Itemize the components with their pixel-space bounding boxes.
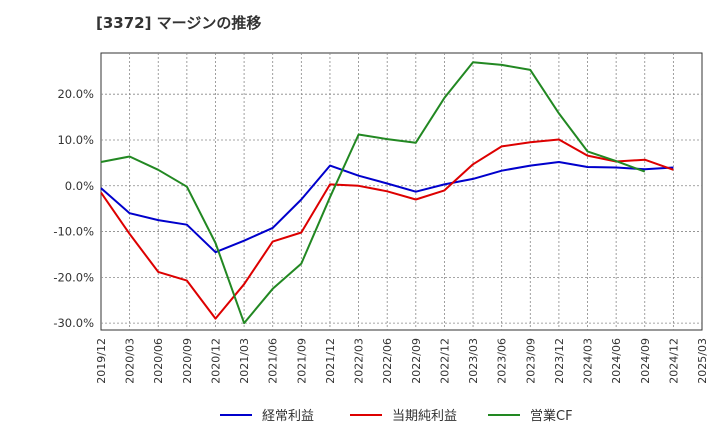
- x-tick-label: 2020/09: [181, 338, 194, 384]
- x-tick-label: 2023/12: [553, 338, 566, 384]
- x-tick-label: 2023/03: [467, 338, 480, 384]
- x-tick-label: 2020/03: [124, 338, 137, 384]
- x-tick-label: 2022/12: [438, 338, 451, 384]
- x-tick-label: 2024/09: [639, 338, 652, 384]
- chart-title: [3372] マージンの推移: [96, 14, 262, 32]
- x-tick-label: 2023/06: [496, 338, 509, 384]
- x-tick-label: 2022/09: [410, 338, 423, 384]
- x-tick-label: 2023/09: [524, 338, 537, 384]
- x-tick-label: 2024/06: [610, 338, 623, 384]
- x-tick-label: 2024/03: [582, 338, 595, 384]
- y-tick-label: 10.0%: [57, 133, 94, 147]
- x-tick-label: 2024/12: [667, 338, 680, 384]
- x-tick-label: 2025/03: [696, 338, 709, 384]
- x-tick-label: 2022/06: [381, 338, 394, 384]
- x-tick-label: 2020/06: [152, 338, 165, 384]
- x-tick-label: 2022/03: [353, 338, 366, 384]
- x-tick-label: 2020/12: [209, 338, 222, 384]
- plot-area: [100, 52, 703, 331]
- x-tick-label: 2021/06: [267, 338, 280, 384]
- series-line-0: [100, 161, 674, 254]
- y-tick-label: 0.0%: [65, 179, 94, 193]
- y-tick-label: -20.0%: [53, 270, 94, 284]
- legend-label: 当期純利益: [392, 409, 457, 424]
- legend-label: 営業CF: [530, 408, 573, 424]
- x-tick-label: 2019/12: [95, 338, 108, 384]
- x-tick-label: 2021/03: [238, 338, 251, 384]
- series-line-1: [100, 138, 674, 320]
- y-tick-label: 20.0%: [57, 87, 94, 101]
- x-tick-label: 2021/12: [324, 338, 337, 384]
- y-tick-label: -10.0%: [53, 225, 94, 239]
- y-tick-label: -30.0%: [53, 316, 94, 330]
- x-tick-label: 2021/09: [295, 338, 308, 384]
- series-line-2: [100, 61, 646, 325]
- legend-label: 経常利益: [262, 409, 314, 424]
